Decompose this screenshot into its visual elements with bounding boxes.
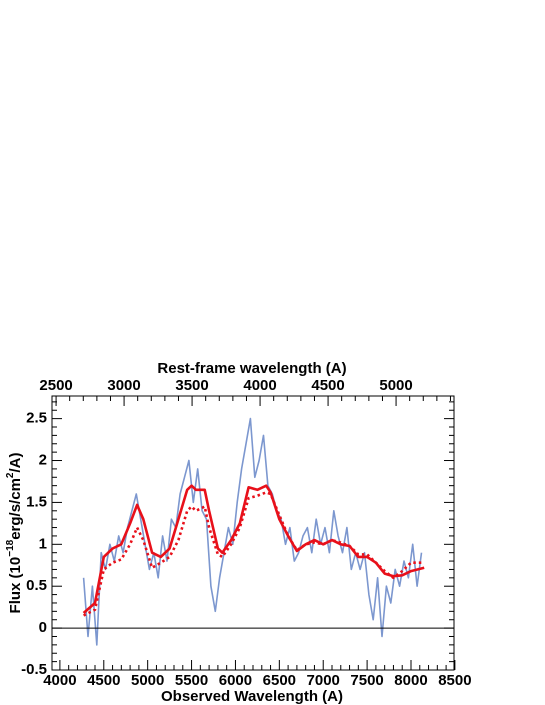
y-tick-label: 2.5	[26, 410, 47, 427]
y-tick-label: 0	[39, 619, 47, 636]
x-tick-label: 7000	[307, 672, 340, 689]
plot-frame	[51, 395, 455, 671]
x2-tick-label: 3500	[175, 377, 208, 394]
y-tick-label: -0.5	[21, 661, 47, 678]
y-title-part: Flux (10	[7, 557, 24, 614]
x-tick-label: 7500	[350, 672, 383, 689]
x-axis-title: Observed Wavelength (A)	[161, 688, 343, 705]
series-line	[82, 417, 423, 646]
x-tick-label: 5500	[175, 672, 208, 689]
y-axis-title: Flux (10−18erg/s/cm2/A)	[5, 453, 24, 614]
y-tick-label: 2	[39, 451, 47, 468]
x-tick-label: 6500	[263, 672, 296, 689]
x2-tick-label: 2500	[39, 377, 72, 394]
x2-tick-label: 4500	[311, 377, 344, 394]
series-line	[82, 484, 425, 614]
x-tick-label: 4000	[43, 672, 76, 689]
y-title-part: 2	[5, 472, 16, 478]
x-tick-label: 5000	[131, 672, 164, 689]
series-line	[83, 491, 425, 617]
x-tick-label: 8500	[438, 672, 471, 689]
y-tick-label: 0.5	[26, 577, 47, 594]
y-title-part: −18	[5, 539, 16, 556]
top-axis-title: Rest-frame wavelength (A)	[157, 360, 346, 377]
x2-tick-label: 5000	[379, 377, 412, 394]
x-tick-label: 4500	[87, 672, 120, 689]
y-title-part: /A)	[7, 453, 24, 473]
y-tick-label: 1	[39, 535, 47, 552]
x2-tick-label: 3000	[107, 377, 140, 394]
y-tick-label: 1.5	[26, 493, 47, 510]
x-tick-label: 6000	[219, 672, 252, 689]
x-tick-label: 8000	[394, 672, 427, 689]
y-title-part: erg/s/cm	[7, 478, 24, 540]
x2-tick-label: 4000	[243, 377, 276, 394]
